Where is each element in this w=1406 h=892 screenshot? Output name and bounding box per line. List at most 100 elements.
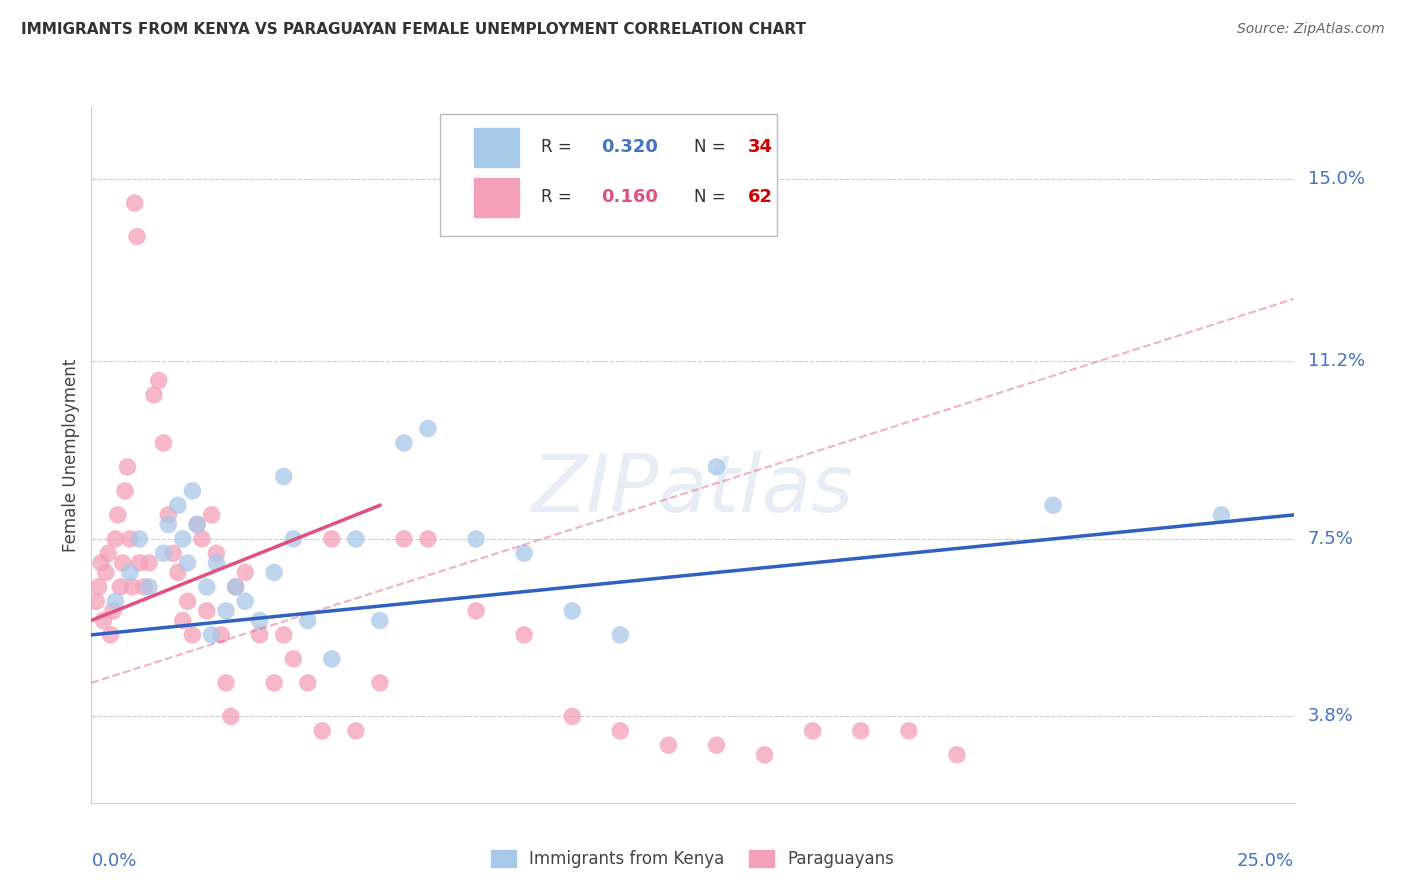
Point xyxy=(157,517,180,532)
Point xyxy=(142,388,165,402)
Point xyxy=(93,614,115,628)
Point xyxy=(97,546,120,560)
Point xyxy=(107,508,129,522)
Point xyxy=(121,580,143,594)
Point xyxy=(344,723,367,738)
Point xyxy=(167,498,190,512)
Point xyxy=(200,628,222,642)
Text: N =: N = xyxy=(693,188,731,206)
Point xyxy=(195,604,218,618)
Text: R =: R = xyxy=(541,188,576,206)
Point xyxy=(561,709,583,723)
Bar xyxy=(474,128,519,167)
Point xyxy=(609,723,631,738)
Point xyxy=(263,676,285,690)
Point xyxy=(200,508,222,522)
Point xyxy=(801,723,824,738)
Point xyxy=(321,532,343,546)
Point xyxy=(368,614,391,628)
Legend: Immigrants from Kenya, Paraguayans: Immigrants from Kenya, Paraguayans xyxy=(484,843,901,874)
Point xyxy=(416,421,439,435)
Point xyxy=(283,652,305,666)
Point xyxy=(706,738,728,752)
Point xyxy=(205,556,228,570)
Point xyxy=(111,556,134,570)
Point xyxy=(104,594,127,608)
Point xyxy=(138,580,160,594)
Point xyxy=(263,566,285,580)
Text: 0.160: 0.160 xyxy=(602,188,658,206)
Text: 25.0%: 25.0% xyxy=(1236,852,1294,870)
Point xyxy=(233,566,256,580)
Point xyxy=(344,532,367,546)
Point xyxy=(162,546,184,560)
Point xyxy=(311,723,333,738)
Point xyxy=(1211,508,1233,522)
Text: 3.8%: 3.8% xyxy=(1308,707,1354,725)
Point xyxy=(172,614,194,628)
Point xyxy=(172,532,194,546)
Point xyxy=(84,594,107,608)
Point xyxy=(104,532,127,546)
Point xyxy=(134,580,156,594)
Point xyxy=(897,723,920,738)
Point xyxy=(125,229,148,244)
Point xyxy=(128,556,150,570)
Point xyxy=(118,532,141,546)
Point xyxy=(513,546,536,560)
Y-axis label: Female Unemployment: Female Unemployment xyxy=(62,359,80,551)
Point xyxy=(209,628,232,642)
Point xyxy=(94,566,117,580)
Point xyxy=(157,508,180,522)
Text: 11.2%: 11.2% xyxy=(1308,352,1365,370)
Point xyxy=(101,604,124,618)
Point xyxy=(176,556,198,570)
Point xyxy=(465,532,488,546)
Point xyxy=(215,676,238,690)
Point xyxy=(561,604,583,618)
Point xyxy=(946,747,969,762)
FancyBboxPatch shape xyxy=(440,114,776,235)
Point xyxy=(249,628,271,642)
Point xyxy=(416,532,439,546)
Point xyxy=(225,580,247,594)
Point xyxy=(273,469,295,483)
Point xyxy=(152,436,174,450)
Point xyxy=(181,628,204,642)
Point xyxy=(195,580,218,594)
Point xyxy=(176,594,198,608)
Point xyxy=(90,556,112,570)
Point xyxy=(609,628,631,642)
Point xyxy=(219,709,242,723)
Point xyxy=(657,738,679,752)
Text: 15.0%: 15.0% xyxy=(1308,170,1365,188)
Point xyxy=(167,566,190,580)
Point xyxy=(392,436,415,450)
Point xyxy=(368,676,391,690)
Point xyxy=(110,580,132,594)
Text: 0.320: 0.320 xyxy=(602,138,658,156)
Text: 62: 62 xyxy=(748,188,773,206)
Point xyxy=(87,580,110,594)
Point xyxy=(186,517,208,532)
Point xyxy=(297,614,319,628)
Point xyxy=(225,580,247,594)
Point xyxy=(186,517,208,532)
Text: 7.5%: 7.5% xyxy=(1308,530,1354,548)
Point xyxy=(117,459,139,474)
Point xyxy=(114,483,136,498)
Point xyxy=(465,604,488,618)
Point xyxy=(1042,498,1064,512)
Text: 0.0%: 0.0% xyxy=(91,852,136,870)
Point xyxy=(148,374,170,388)
Point xyxy=(754,747,776,762)
Point xyxy=(273,628,295,642)
Point xyxy=(215,604,238,618)
Point xyxy=(191,532,214,546)
Point xyxy=(181,483,204,498)
Point xyxy=(100,628,122,642)
Point xyxy=(849,723,872,738)
Point xyxy=(233,594,256,608)
Bar xyxy=(474,178,519,217)
Point xyxy=(138,556,160,570)
